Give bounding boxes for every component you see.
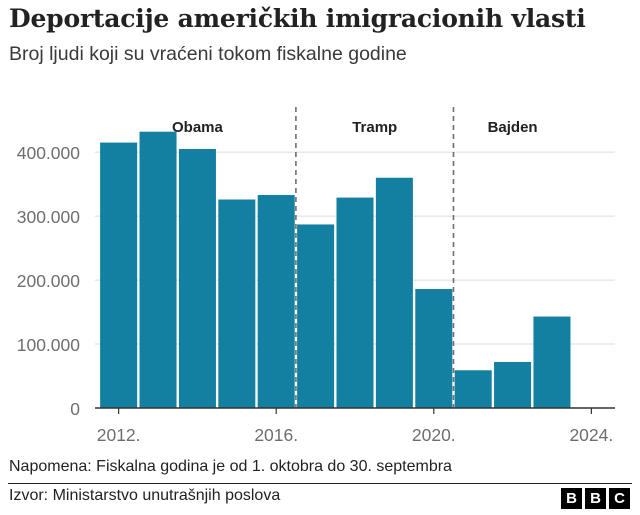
bbc-logo-letter: B	[561, 488, 582, 509]
bar	[415, 289, 453, 408]
source-note: Izvor: Ministarstvo unutrašnjih poslova	[9, 487, 281, 504]
y-tick-label: 200.000	[17, 271, 81, 291]
y-tick-label: 0	[70, 399, 80, 419]
y-tick-label: 300.000	[17, 207, 81, 227]
period-label: Obama	[172, 119, 224, 136]
y-tick-label: 400.000	[17, 143, 81, 163]
footnote: Napomena: Fiskalna godina je od 1. oktob…	[9, 458, 452, 475]
bbc-logo: B B C	[561, 488, 630, 509]
y-tick-label: 100.000	[17, 335, 81, 355]
bar	[375, 177, 413, 408]
period-label: Bajden	[488, 119, 538, 136]
bar	[100, 142, 138, 408]
x-tick-label: 2024.	[569, 425, 613, 445]
bar	[336, 197, 374, 408]
x-tick-label: 2020.	[412, 425, 456, 445]
bar	[297, 224, 335, 408]
period-label: Tramp	[352, 119, 397, 136]
bar	[533, 316, 571, 408]
x-tick-label: 2012.	[97, 425, 141, 445]
bar	[257, 195, 295, 408]
chart-title: Deportacije američkih imigracionih vlast…	[9, 4, 586, 33]
bar-chart: 0 100.000 200.000 300.000 400.000 Obama Tramp B…	[17, 107, 615, 445]
footer-divider	[8, 483, 632, 484]
bbc-logo-letter: B	[585, 488, 606, 509]
bar	[178, 148, 216, 408]
bar	[139, 131, 177, 408]
bbc-logo-letter: C	[609, 488, 630, 509]
bar	[494, 361, 532, 408]
bar	[218, 199, 256, 408]
bar	[454, 370, 492, 408]
x-tick-label: 2016.	[254, 425, 298, 445]
chart-subtitle: Broj ljudi koji su vraćeni tokom fiskaln…	[9, 43, 407, 65]
